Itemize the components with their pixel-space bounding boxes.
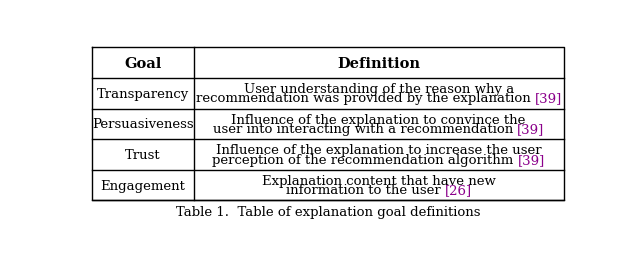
- Text: information to the user: information to the user: [285, 184, 445, 197]
- Text: recommendation was provided by the explanation: recommendation was provided by the expla…: [196, 92, 534, 105]
- Text: user into interacting with a recommendation: user into interacting with a recommendat…: [212, 123, 517, 136]
- Text: [26]: [26]: [445, 184, 472, 197]
- Text: Influence of the explanation to convince the: Influence of the explanation to convince…: [232, 113, 526, 126]
- Text: Influence of the explanation to increase the user: Influence of the explanation to increase…: [216, 144, 541, 157]
- Text: Trust: Trust: [125, 148, 161, 161]
- Text: Engagement: Engagement: [100, 179, 186, 192]
- Text: perception of the recommendation algorithm: perception of the recommendation algorit…: [212, 153, 518, 166]
- Text: Explanation content that have new: Explanation content that have new: [262, 174, 495, 187]
- Text: Definition: Definition: [337, 56, 420, 70]
- Text: User understanding of the reason why a: User understanding of the reason why a: [244, 83, 514, 96]
- Text: [39]: [39]: [518, 153, 545, 166]
- Text: [39]: [39]: [534, 92, 562, 105]
- Text: Persuasiveness: Persuasiveness: [92, 118, 194, 131]
- Text: Table 1.  Table of explanation goal definitions: Table 1. Table of explanation goal defin…: [176, 205, 480, 218]
- Text: Transparency: Transparency: [97, 87, 189, 100]
- Text: Goal: Goal: [124, 56, 162, 70]
- Text: [39]: [39]: [517, 123, 545, 136]
